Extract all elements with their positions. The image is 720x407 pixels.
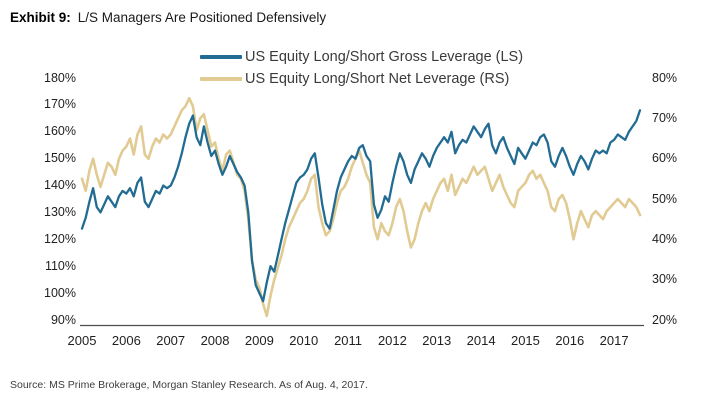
left-axis-tick-label: 150% bbox=[44, 151, 76, 166]
x-axis-tick-label: 2015 bbox=[510, 333, 540, 348]
legend-label-net: US Equity Long/Short Net Leverage (RS) bbox=[245, 71, 510, 87]
x-axis-tick-label: 2009 bbox=[244, 333, 274, 348]
x-axis-tick-label: 2010 bbox=[289, 333, 319, 348]
left-axis-tick-label: 120% bbox=[44, 231, 76, 246]
exhibit-number: Exhibit 9: bbox=[10, 10, 71, 25]
right-axis-tick-label: 30% bbox=[652, 272, 678, 287]
chart-title: Exhibit 9: L/S Managers Are Positioned De… bbox=[10, 10, 326, 25]
right-axis-tick-label: 60% bbox=[652, 151, 678, 166]
x-axis-tick-label: 2016 bbox=[555, 333, 585, 348]
left-axis-tick-label: 140% bbox=[44, 178, 76, 193]
left-axis-tick-label: 180% bbox=[44, 70, 76, 85]
x-axis-tick-label: 2006 bbox=[111, 333, 141, 348]
left-axis-tick-label: 170% bbox=[44, 97, 76, 112]
net-line-swatch bbox=[200, 77, 242, 81]
left-axis-tick-label: 100% bbox=[44, 285, 76, 300]
gross-line-swatch bbox=[200, 55, 242, 59]
legend-item-net: US Equity Long/Short Net Leverage (RS) bbox=[200, 68, 523, 90]
legend-item-gross: US Equity Long/Short Gross Leverage (LS) bbox=[200, 46, 523, 68]
x-axis-tick-label: 2008 bbox=[200, 333, 230, 348]
chart-title-text: L/S Managers Are Positioned Defensively bbox=[77, 10, 327, 25]
right-axis-tick-label: 40% bbox=[652, 231, 678, 246]
x-axis-tick-label: 2005 bbox=[67, 333, 97, 348]
legend-label-gross: US Equity Long/Short Gross Leverage (LS) bbox=[245, 49, 524, 65]
left-axis-tick-label: 130% bbox=[44, 204, 76, 219]
net-leverage-line bbox=[80, 96, 642, 318]
source-note: Source: MS Prime Brokerage, Morgan Stanl… bbox=[10, 379, 368, 391]
right-axis-tick-label: 50% bbox=[652, 191, 678, 206]
gross-leverage-line bbox=[80, 109, 642, 303]
right-axis-tick-label: 80% bbox=[652, 70, 678, 85]
right-axis-tick-label: 20% bbox=[652, 312, 678, 327]
right-axis-tick-label: 70% bbox=[652, 110, 678, 125]
x-axis-tick-label: 2014 bbox=[466, 333, 496, 348]
x-axis-tick-label: 2011 bbox=[334, 333, 363, 348]
chart-legend: US Equity Long/Short Gross Leverage (LS)… bbox=[200, 46, 523, 90]
left-axis-tick-label: 160% bbox=[44, 124, 76, 139]
x-axis-tick-label: 2017 bbox=[599, 333, 629, 348]
x-axis-tick-label: 2007 bbox=[156, 333, 186, 348]
left-axis-tick-label: 90% bbox=[50, 312, 76, 327]
x-axis-tick-label: 2012 bbox=[377, 333, 407, 348]
left-axis-tick-label: 110% bbox=[44, 258, 76, 273]
x-axis-tick-label: 2013 bbox=[422, 333, 452, 348]
